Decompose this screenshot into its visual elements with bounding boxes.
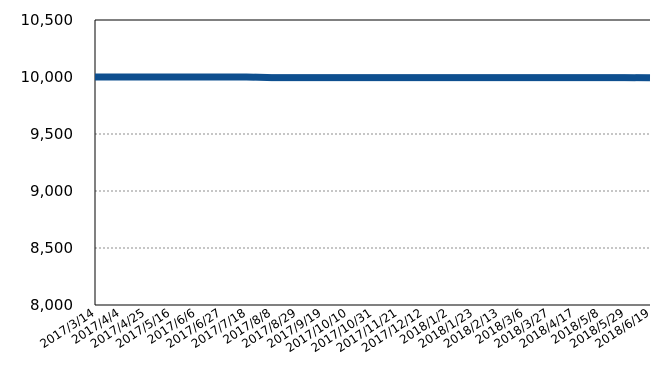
y-tick-label: 8,000 (30, 296, 73, 314)
y-tick-label: 10,500 (21, 11, 74, 29)
y-tick-label: 8,500 (30, 239, 73, 257)
y-tick-label: 9,000 (30, 182, 73, 200)
axes (94, 20, 650, 306)
y-tick-label: 9,500 (30, 125, 73, 143)
y-axis-ticks: 8,000 8,500 9,000 9,500 10,000 10,500 (21, 11, 74, 314)
series-line (95, 73, 651, 82)
y-tick-label: 10,000 (21, 68, 74, 86)
x-axis-ticks: 2017/3/142017/4/42017/4/252017/5/162017/… (37, 306, 651, 355)
series-layer (95, 73, 651, 82)
gridlines (95, 19, 650, 249)
